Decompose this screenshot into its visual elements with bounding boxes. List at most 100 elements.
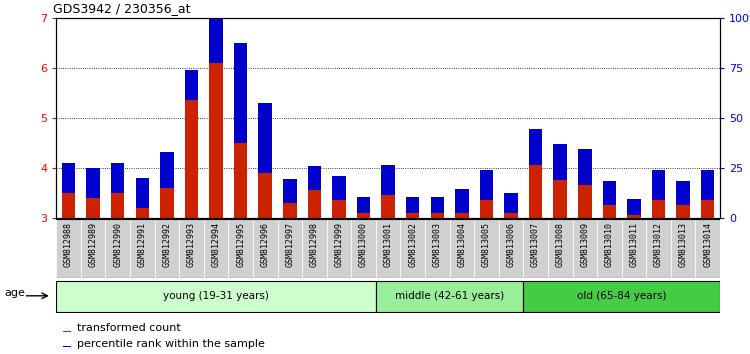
Bar [234, 143, 248, 218]
Text: GSM812999: GSM812999 [334, 222, 344, 267]
Bar [86, 168, 100, 198]
Bar [499, 219, 523, 278]
Bar [578, 185, 592, 218]
Bar [554, 144, 567, 180]
Bar [400, 219, 425, 278]
Text: GSM813009: GSM813009 [580, 222, 590, 267]
Bar [357, 213, 370, 218]
Bar [578, 149, 592, 185]
Bar [154, 219, 179, 278]
Bar [283, 179, 296, 203]
Text: age: age [4, 288, 26, 298]
Bar [474, 219, 499, 278]
Text: GSM812993: GSM812993 [187, 222, 196, 267]
Bar [504, 213, 518, 218]
Bar [357, 197, 370, 213]
Bar [160, 188, 174, 218]
Bar [381, 195, 395, 218]
Bar [480, 200, 494, 218]
Bar [56, 281, 376, 312]
Bar [695, 219, 720, 278]
Text: GSM812996: GSM812996 [261, 222, 270, 267]
Bar [332, 176, 346, 200]
Bar [63, 346, 70, 347]
Bar [602, 205, 616, 218]
Bar [627, 215, 640, 218]
Bar [179, 219, 204, 278]
Bar [332, 200, 346, 218]
Bar [130, 219, 154, 278]
Bar [111, 163, 125, 193]
Text: GSM812992: GSM812992 [162, 222, 171, 267]
Bar [302, 219, 327, 278]
Bar [676, 181, 690, 205]
Bar [106, 219, 130, 278]
Bar [234, 43, 248, 143]
Text: GSM813013: GSM813013 [679, 222, 688, 267]
Bar [253, 219, 278, 278]
Text: GSM813002: GSM813002 [408, 222, 417, 267]
Bar [62, 163, 75, 193]
Text: GSM813006: GSM813006 [506, 222, 515, 267]
Bar [86, 198, 100, 218]
Bar [259, 173, 272, 218]
Bar [652, 200, 665, 218]
Bar [701, 170, 715, 200]
Bar [425, 219, 449, 278]
Bar [81, 219, 106, 278]
Bar [351, 219, 376, 278]
Text: middle (42-61 years): middle (42-61 years) [395, 291, 504, 301]
Bar [308, 190, 321, 218]
Text: GSM813005: GSM813005 [482, 222, 491, 267]
Bar [529, 165, 542, 218]
Text: GSM812988: GSM812988 [64, 222, 73, 267]
Bar [63, 331, 70, 332]
Bar [554, 180, 567, 218]
Bar [529, 129, 542, 165]
Text: GSM812998: GSM812998 [310, 222, 319, 267]
Bar [204, 219, 228, 278]
Bar [376, 281, 524, 312]
Bar [327, 219, 351, 278]
Bar [228, 219, 253, 278]
Text: GSM813007: GSM813007 [531, 222, 540, 267]
Bar [160, 152, 174, 188]
Bar [524, 281, 720, 312]
Bar [627, 199, 640, 215]
Bar [184, 70, 198, 100]
Bar [376, 219, 400, 278]
Bar [524, 219, 548, 278]
Text: GSM812995: GSM812995 [236, 222, 245, 267]
Text: GSM812994: GSM812994 [211, 222, 220, 267]
Bar [406, 213, 419, 218]
Text: GSM813001: GSM813001 [383, 222, 393, 267]
Bar [430, 213, 444, 218]
Bar [455, 213, 469, 218]
Bar [278, 219, 302, 278]
Bar [646, 219, 670, 278]
Bar [184, 100, 198, 218]
Bar [209, 63, 223, 218]
Text: GSM812989: GSM812989 [88, 222, 98, 267]
Text: young (19-31 years): young (19-31 years) [163, 291, 269, 301]
Bar [430, 197, 444, 213]
Text: GSM812997: GSM812997 [285, 222, 294, 267]
Bar [62, 193, 75, 218]
Bar [652, 170, 665, 200]
Text: GSM813011: GSM813011 [629, 222, 638, 267]
Text: transformed count: transformed count [77, 324, 182, 333]
Bar [602, 181, 616, 205]
Bar [308, 166, 321, 190]
Bar [136, 208, 149, 218]
Text: old (65-84 years): old (65-84 years) [577, 291, 667, 301]
Bar [670, 219, 695, 278]
Bar [572, 219, 597, 278]
Text: GSM813004: GSM813004 [458, 222, 466, 267]
Text: percentile rank within the sample: percentile rank within the sample [77, 339, 266, 349]
Text: GDS3942 / 230356_at: GDS3942 / 230356_at [53, 2, 190, 15]
Text: GSM813000: GSM813000 [359, 222, 368, 267]
Bar [259, 103, 272, 173]
Bar [676, 205, 690, 218]
Bar [701, 200, 715, 218]
Bar [504, 193, 518, 213]
